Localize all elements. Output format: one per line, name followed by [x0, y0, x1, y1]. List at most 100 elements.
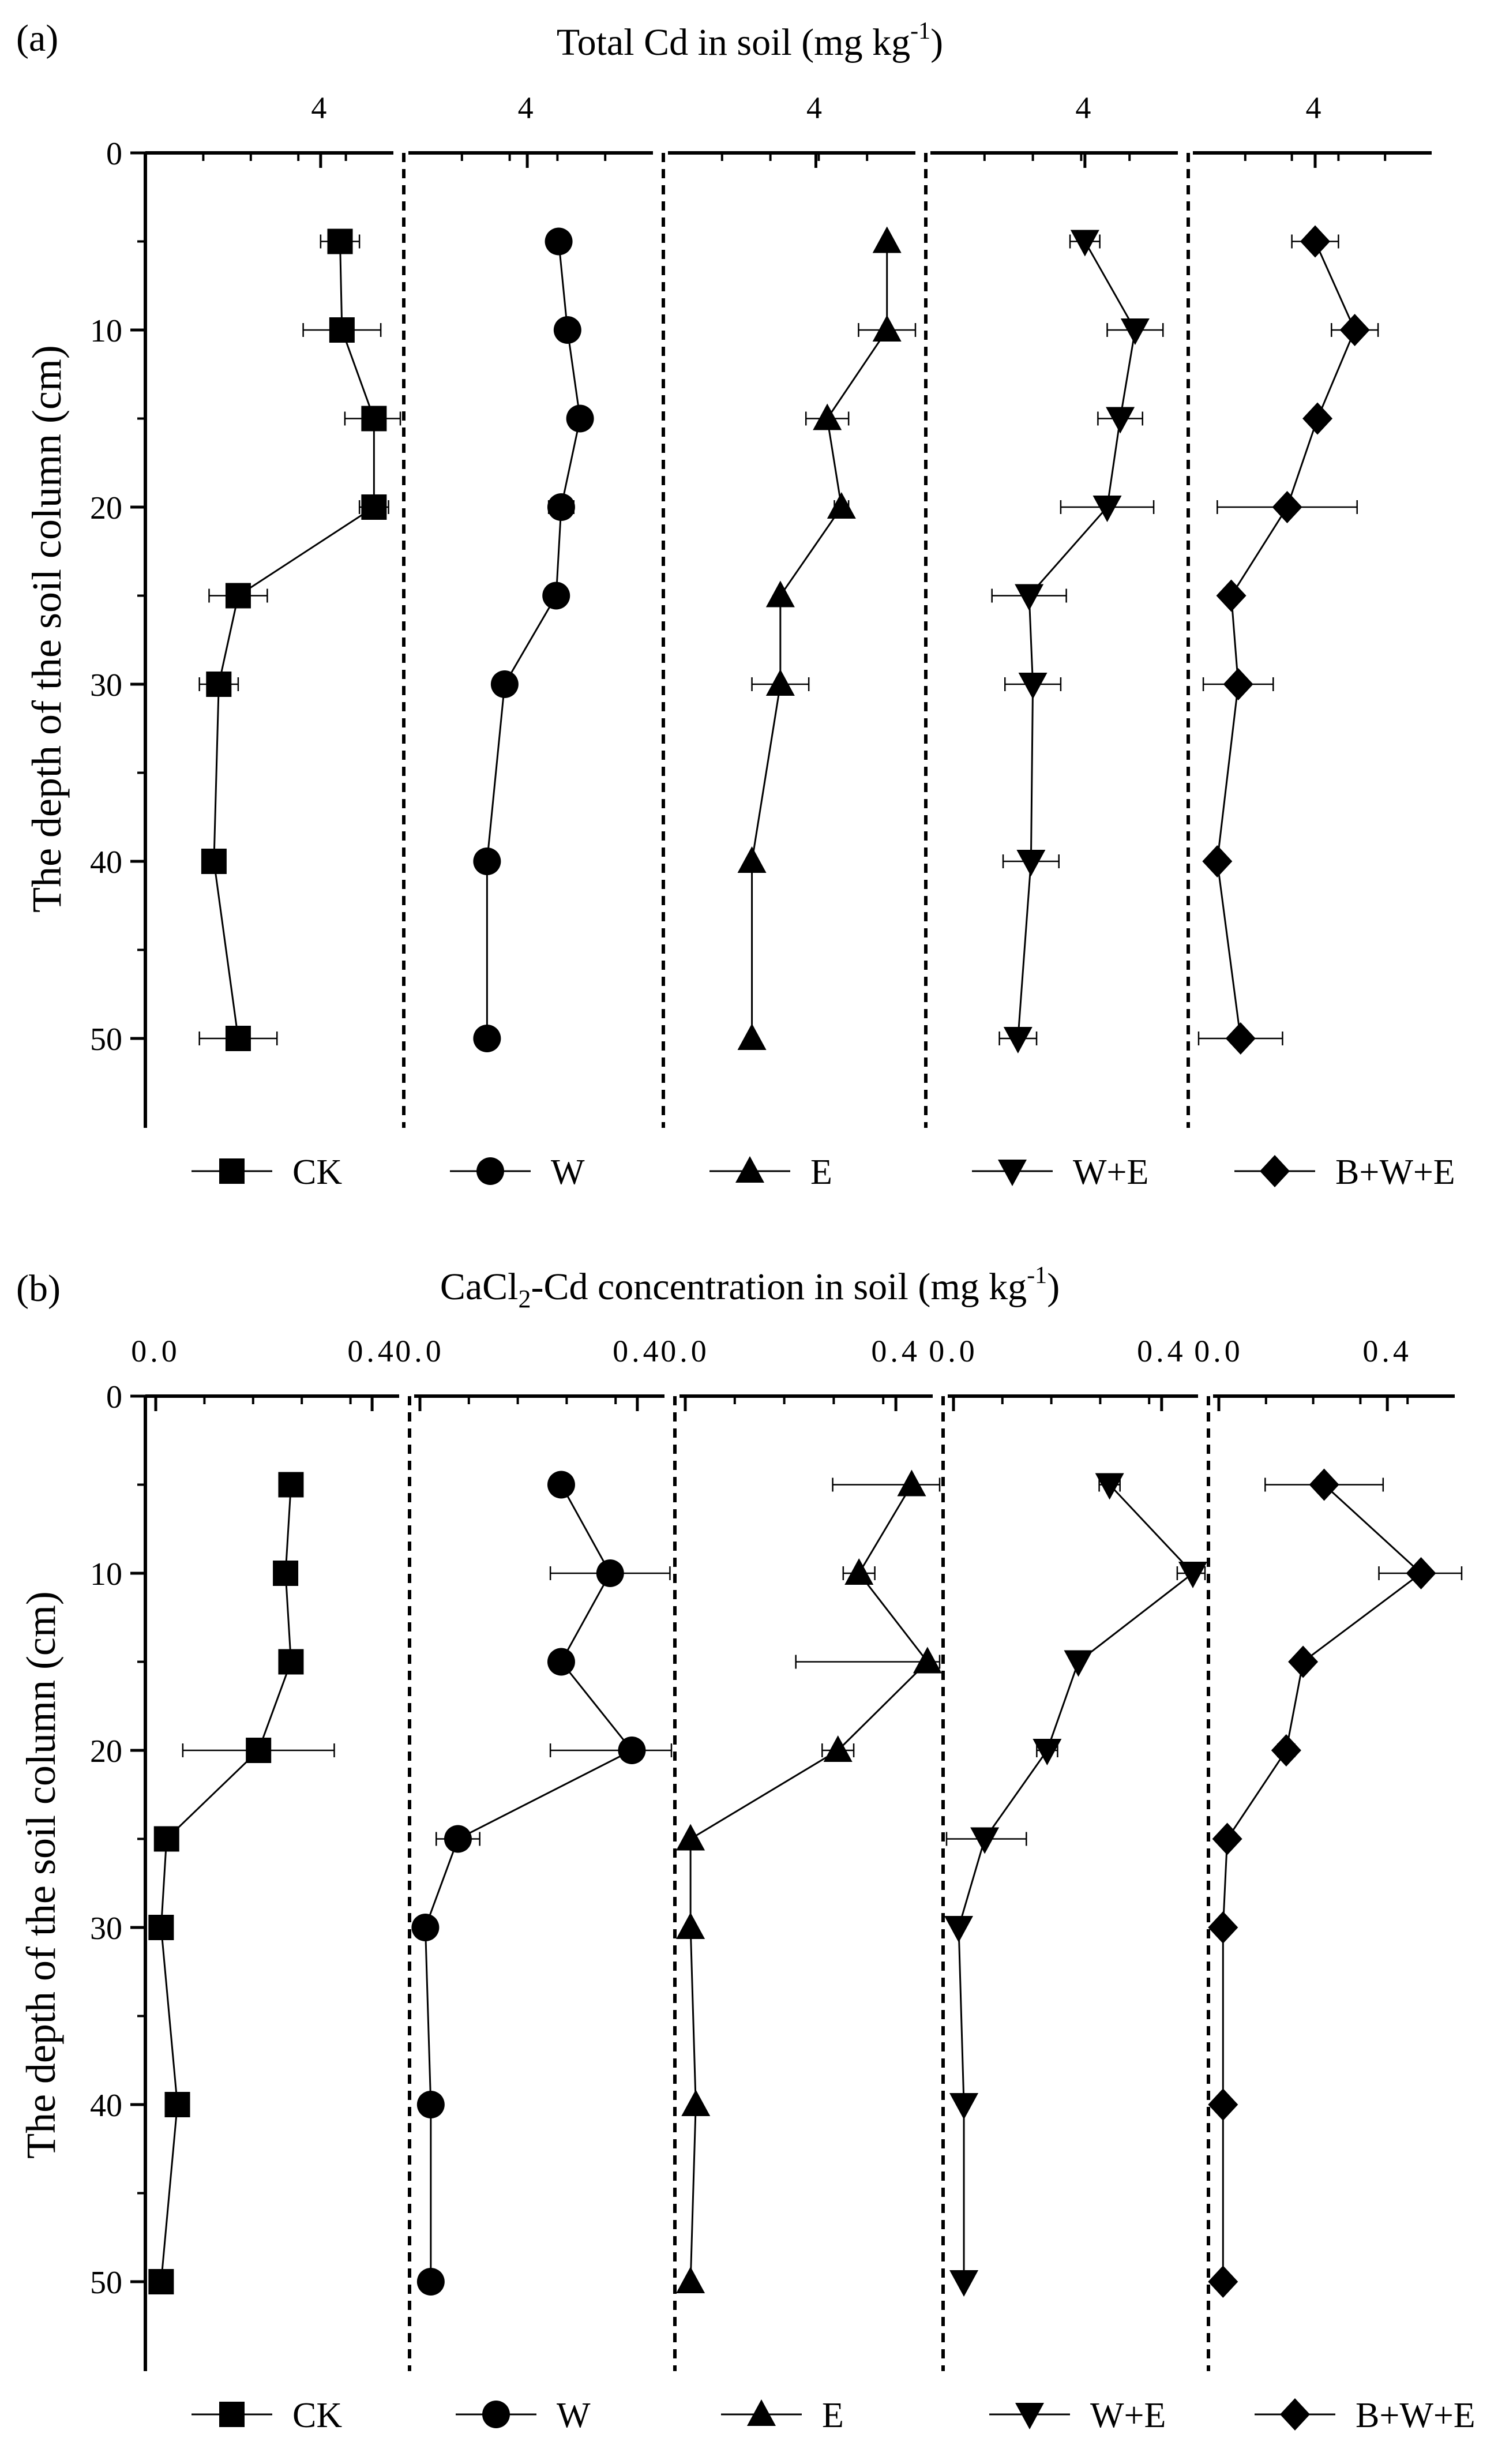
legend-marker — [476, 1157, 504, 1185]
data-point — [1216, 579, 1247, 612]
legend-label: E — [822, 2396, 844, 2435]
panel-a-title: Total Cd in soil (mg kg-1) — [557, 18, 943, 63]
legend-marker — [219, 2402, 245, 2427]
y-tick-label: 20 — [90, 1734, 122, 1769]
data-point — [411, 1914, 440, 1941]
data-point — [765, 580, 795, 607]
series-line — [751, 241, 888, 1038]
data-point — [1309, 1468, 1339, 1501]
y-tick-label: 0 — [106, 136, 122, 172]
data-point — [1208, 2088, 1238, 2121]
data-point — [1208, 2266, 1238, 2298]
series-e: 4E — [662, 91, 917, 1192]
data-point — [765, 669, 795, 696]
x-tick-label: 0.4 — [347, 1334, 397, 1368]
y-tick-label: 30 — [90, 1911, 122, 1947]
data-point — [361, 494, 387, 520]
data-point — [949, 2093, 979, 2120]
data-point — [473, 847, 501, 875]
data-point — [547, 1471, 575, 1499]
series-line — [689, 1484, 929, 2282]
legend-label: W+E — [1073, 1153, 1148, 1192]
panel-b-title-pre: CaCl — [440, 1266, 519, 1308]
data-point — [327, 228, 353, 254]
data-point — [676, 1912, 705, 1939]
data-point — [813, 403, 842, 430]
data-point — [676, 2267, 705, 2293]
data-point — [278, 1649, 304, 1675]
legend-label: W+E — [1090, 2396, 1166, 2435]
data-point — [1070, 230, 1099, 257]
series-b-w-e: 0.0 0.4 B+W+E — [1194, 1334, 1475, 2435]
data-point — [1302, 402, 1333, 435]
series-ck: 0.0 0.4 CK — [131, 1334, 399, 2435]
data-point — [897, 1469, 926, 1497]
data-point — [913, 1647, 942, 1674]
data-point — [201, 849, 227, 874]
x-tick-label: 4 — [1306, 91, 1325, 125]
data-point — [1095, 1473, 1124, 1500]
data-point — [1106, 407, 1135, 434]
legend-marker — [1015, 2403, 1044, 2429]
legend-marker — [998, 1160, 1027, 1186]
data-point — [1271, 1734, 1301, 1767]
data-point — [1339, 314, 1370, 346]
data-point — [676, 1824, 705, 1851]
y-tick-label: 10 — [90, 313, 122, 349]
data-point — [1092, 496, 1122, 522]
x-tick-label: 0.4 — [613, 1334, 662, 1368]
series-e: 0.0 0.4 E — [660, 1334, 942, 2435]
legend-label: E — [810, 1153, 832, 1192]
panel-b-title-sup: -1 — [1027, 1262, 1047, 1289]
series-w: 0.0 0.4 W — [395, 1334, 673, 2435]
panel-b-title: CaCl2-Cd concentration in soil (mg kg-1) — [440, 1262, 1060, 1313]
legend-marker — [1280, 2398, 1310, 2431]
y-tick-label: 50 — [90, 2265, 122, 2301]
series-ck: 4 CK — [145, 91, 401, 1192]
data-point — [970, 1827, 1000, 1854]
legend-label: B+W+E — [1335, 1153, 1455, 1192]
data-point — [823, 1735, 853, 1762]
legend-marker — [747, 2399, 776, 2426]
data-point — [1003, 1027, 1033, 1053]
data-point — [490, 670, 519, 698]
panel-b-y-axis-label: The depth of the soil column (cm) — [18, 1591, 64, 2159]
data-point — [148, 1915, 174, 1940]
x-tick-label: 4 — [806, 91, 825, 125]
data-point — [1223, 668, 1253, 700]
data-point — [1272, 491, 1302, 523]
y-tick-label: 40 — [90, 2088, 122, 2124]
data-point — [872, 315, 902, 342]
data-point — [444, 1825, 472, 1853]
x-tick-label: 0.0 — [395, 1334, 445, 1368]
x-tick-label: 4 — [518, 91, 537, 125]
data-point — [737, 846, 767, 873]
data-point — [949, 2270, 979, 2297]
legend-label: CK — [292, 2396, 342, 2435]
legend-label: CK — [292, 1153, 342, 1192]
x-tick-label: 0.0 — [1194, 1334, 1244, 1368]
data-point — [1016, 850, 1046, 876]
x-tick-label: 0.4 — [871, 1334, 921, 1368]
data-point — [872, 226, 902, 253]
series-w-e: 4 W+E — [924, 91, 1178, 1192]
data-point — [1064, 1650, 1093, 1677]
x-tick-label: 0.0 — [131, 1334, 181, 1368]
data-point — [148, 2269, 174, 2294]
y-tick-label: 40 — [90, 845, 122, 880]
legend-label: W — [557, 2396, 591, 2435]
data-point — [1018, 673, 1048, 699]
legend-marker — [219, 1158, 245, 1184]
series-line — [1216, 241, 1356, 1039]
panel-a-y-axis-label: The depth of the soil column (cm) — [24, 345, 70, 913]
series-line — [213, 241, 375, 1039]
y-tick-label: 10 — [90, 1557, 122, 1592]
y-tick-label: 30 — [90, 667, 122, 703]
data-point — [473, 1025, 501, 1052]
data-point — [566, 404, 594, 433]
data-point — [596, 1559, 624, 1587]
data-point — [547, 493, 575, 521]
